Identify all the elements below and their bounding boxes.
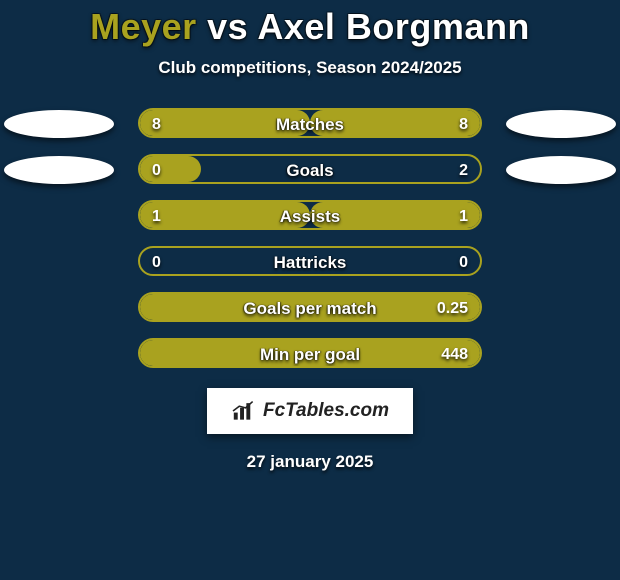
stat-rows: 88Matches 02Goals 11Assists 0 0Hattricks 0.25… [0,106,620,382]
stat-bar-track: 11Assists [138,200,482,230]
stat-bar-track: 448Min per goal [138,338,482,368]
stat-left-value: 0 [152,248,161,274]
player-right-marker [506,156,616,184]
brand-inner: FcTables.com [231,400,389,422]
stat-bar-left-fill [140,202,310,228]
stat-bar-left-fill [140,110,310,136]
player-right-marker [506,110,616,138]
title-right-name: Axel Borgmann [257,6,530,47]
player-left-marker [4,156,114,184]
stat-row: 88Matches [0,106,620,152]
brand-chart-icon [231,400,257,422]
stat-bar-left-fill [140,156,201,182]
title-vs: vs [207,6,248,47]
stat-row: 11Assists [0,198,620,244]
stat-bar-right-fill [310,110,480,136]
page-title: Meyer vs Axel Borgmann [0,6,620,48]
subtitle: Club competitions, Season 2024/2025 [0,58,620,78]
stat-bar-track: 02Goals [138,154,482,184]
stat-row: 0 0Hattricks [0,244,620,290]
brand-badge: FcTables.com [207,388,413,434]
stat-label: Hattricks [140,248,480,274]
stat-row: 448Min per goal [0,336,620,382]
stat-bar-track: 88Matches [138,108,482,138]
footer-date: 27 january 2025 [0,452,620,472]
stat-row: 0.25Goals per match [0,290,620,336]
player-left-marker [4,110,114,138]
stat-right-value: 2 [459,156,468,182]
stat-right-value: 0 [459,248,468,274]
stat-bar-left-fill [140,294,480,320]
stat-bar-track: 0.25Goals per match [138,292,482,322]
comparison-infographic: Meyer vs Axel Borgmann Club competitions… [0,0,620,580]
stat-bar-right-fill [310,202,480,228]
stat-row: 02Goals [0,152,620,198]
brand-text: FcTables.com [263,400,389,422]
title-left-name: Meyer [90,6,197,47]
stat-bar-left-fill [140,340,480,366]
stat-bar-track: 0 0Hattricks [138,246,482,276]
